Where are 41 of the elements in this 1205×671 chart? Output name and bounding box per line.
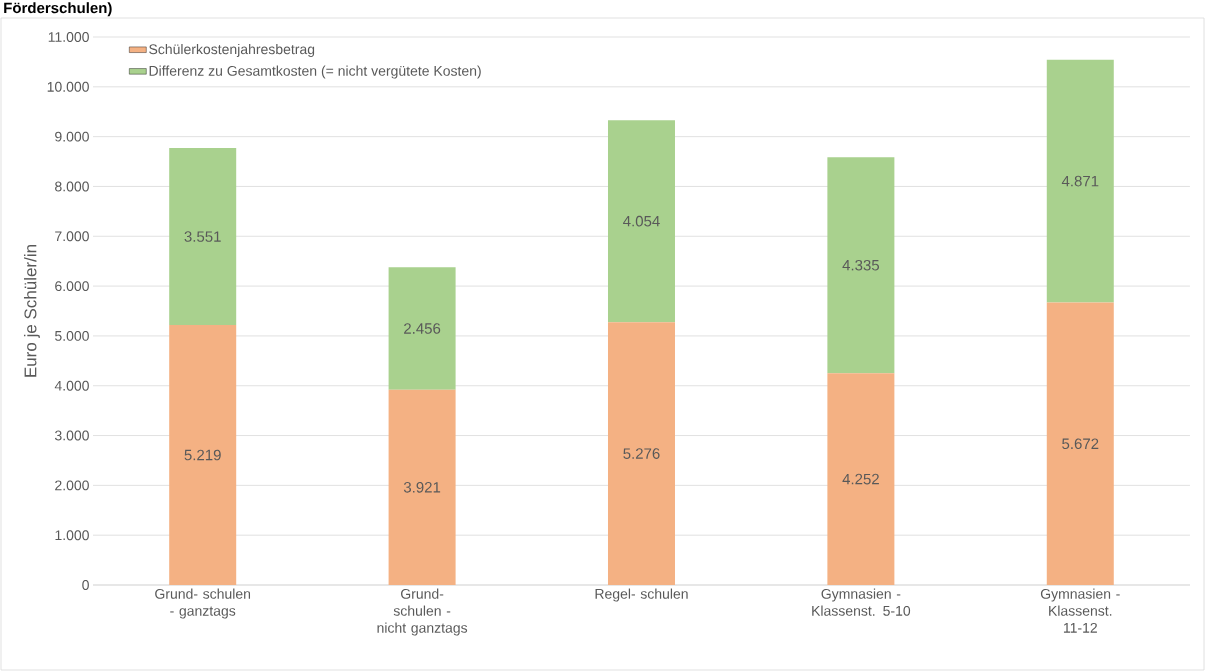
y-tick-label: 9.000 (55, 131, 89, 142)
data-label: 5.672 (1062, 438, 1099, 450)
y-tick-label: 4.000 (54, 380, 89, 391)
data-label: 4.252 (842, 473, 879, 485)
bar (827, 157, 895, 374)
bar (607, 322, 675, 585)
y-tick-label: 1.000 (55, 530, 89, 541)
x-tick-label: Regel- schulen (595, 588, 688, 602)
data-label: 3.551 (184, 231, 221, 242)
x-tick-label: Grund- schulen - ganztags (155, 588, 251, 619)
data-label: 5.219 (184, 449, 221, 461)
bar (827, 373, 895, 585)
x-tick-label: Gymnasien - Klassenst. 11-12 (1040, 588, 1120, 633)
data-label: 5.276 (623, 448, 660, 459)
x-tick-label: Gymnasien - Klassenst. 5-10 (812, 588, 911, 616)
y-tick-label: 2.000 (55, 480, 89, 491)
y-tick-label: 5.000 (55, 330, 89, 341)
chart-title: Förderschulen) (4, 2, 112, 17)
bar (1046, 59, 1114, 303)
legend-label: Schülerkostenjahresbetrag (149, 43, 315, 57)
bar (607, 120, 675, 323)
data-label: 4.335 (842, 259, 880, 271)
y-tick-label: 8.000 (55, 181, 89, 192)
bar (1046, 302, 1114, 585)
y-tick-label: 3.000 (54, 430, 89, 441)
bar (169, 325, 237, 585)
y-tick-label: 11.000 (48, 32, 89, 42)
y-tick-label: 6.000 (55, 281, 89, 292)
y-tick-label: 10.000 (47, 81, 89, 92)
x-tick-label: Grund- schulen - nicht ganztags (377, 588, 468, 636)
y-tick-label: 0 (82, 580, 89, 590)
data-label: 3.921 (403, 482, 441, 493)
bar (388, 389, 456, 585)
bar (169, 148, 237, 325)
bar (388, 267, 456, 390)
data-label: 2.456 (404, 323, 441, 334)
y-axis-title: Euro je Schüler/in (23, 245, 40, 377)
data-label: 4.871 (1061, 175, 1099, 187)
y-tick-label: 7.000 (55, 231, 89, 242)
legend-label: Differenz zu Gesamtkosten (= nicht vergütete Kosten) (149, 65, 481, 79)
data-label: 4.054 (623, 215, 660, 227)
